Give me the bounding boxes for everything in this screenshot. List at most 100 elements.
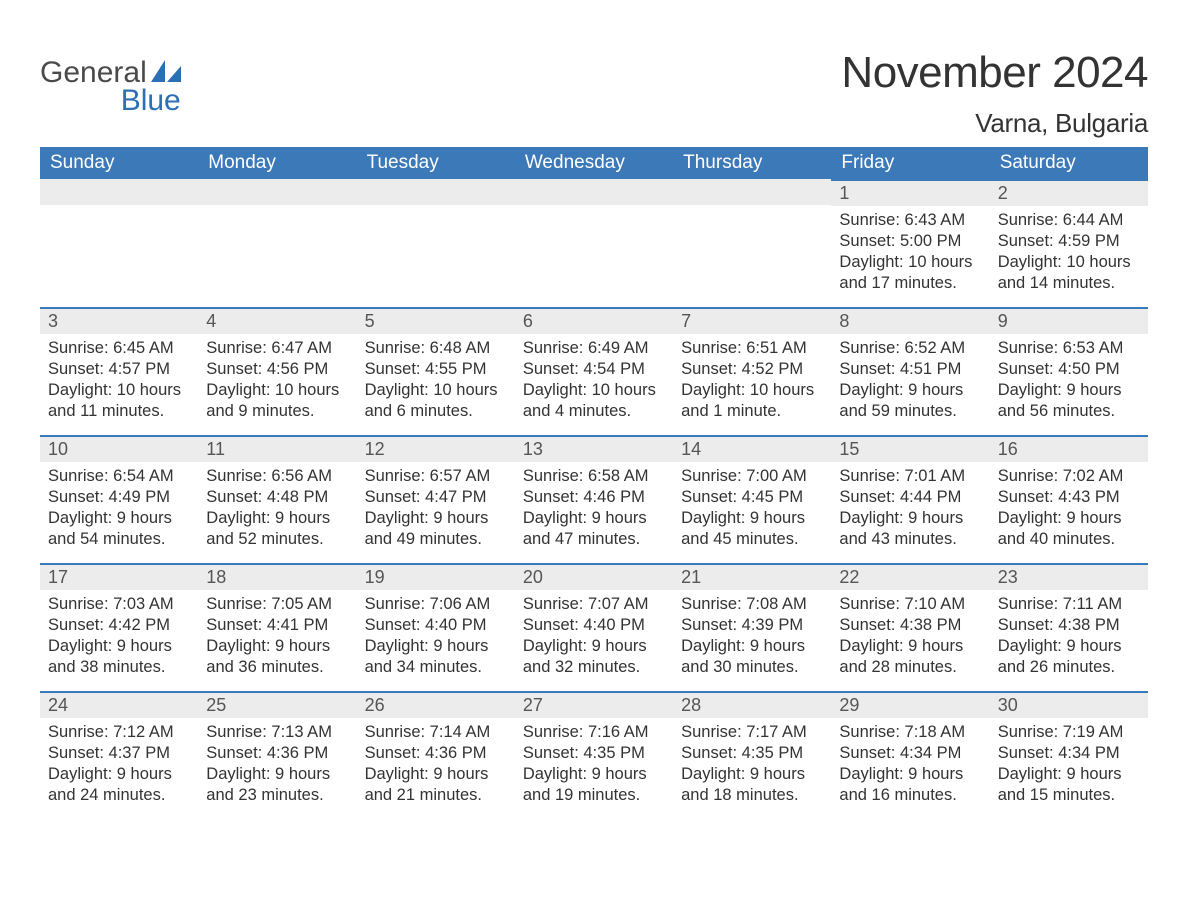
day-cell: 24Sunrise: 7:12 AMSunset: 4:37 PMDayligh… [40, 691, 198, 819]
weekday-header: Saturday [990, 147, 1148, 179]
sunrise-text: Sunrise: 7:19 AM [998, 722, 1140, 743]
day-number: 9 [990, 307, 1148, 334]
sunrise-text: Sunrise: 7:11 AM [998, 594, 1140, 615]
day-cell: 4Sunrise: 6:47 AMSunset: 4:56 PMDaylight… [198, 307, 356, 435]
day-number: 19 [357, 563, 515, 590]
daylight-text: Daylight: 9 hours and 52 minutes. [206, 508, 348, 550]
day-number: 3 [40, 307, 198, 334]
daylight-text: Daylight: 9 hours and 43 minutes. [839, 508, 981, 550]
sunset-text: Sunset: 4:51 PM [839, 359, 981, 380]
day-number: 14 [673, 435, 831, 462]
daylight-text: Daylight: 9 hours and 23 minutes. [206, 764, 348, 806]
day-details: Sunrise: 6:49 AMSunset: 4:54 PMDaylight:… [515, 334, 673, 422]
day-details: Sunrise: 7:07 AMSunset: 4:40 PMDaylight:… [515, 590, 673, 678]
daylight-text: Daylight: 9 hours and 49 minutes. [365, 508, 507, 550]
empty-bar [515, 179, 673, 205]
day-cell: 2Sunrise: 6:44 AMSunset: 4:59 PMDaylight… [990, 179, 1148, 307]
sunset-text: Sunset: 4:35 PM [681, 743, 823, 764]
sunset-text: Sunset: 4:41 PM [206, 615, 348, 636]
daylight-text: Daylight: 9 hours and 47 minutes. [523, 508, 665, 550]
day-cell: 7Sunrise: 6:51 AMSunset: 4:52 PMDaylight… [673, 307, 831, 435]
sunrise-text: Sunrise: 7:13 AM [206, 722, 348, 743]
sunrise-text: Sunrise: 6:52 AM [839, 338, 981, 359]
day-cell: 25Sunrise: 7:13 AMSunset: 4:36 PMDayligh… [198, 691, 356, 819]
sunset-text: Sunset: 4:56 PM [206, 359, 348, 380]
daylight-text: Daylight: 9 hours and 21 minutes. [365, 764, 507, 806]
sunset-text: Sunset: 4:34 PM [998, 743, 1140, 764]
sunrise-text: Sunrise: 6:56 AM [206, 466, 348, 487]
daylight-text: Daylight: 9 hours and 38 minutes. [48, 636, 190, 678]
sunrise-text: Sunrise: 6:44 AM [998, 210, 1140, 231]
day-details: Sunrise: 6:57 AMSunset: 4:47 PMDaylight:… [357, 462, 515, 550]
day-cell: 8Sunrise: 6:52 AMSunset: 4:51 PMDaylight… [831, 307, 989, 435]
weekday-header: Thursday [673, 147, 831, 179]
sunset-text: Sunset: 4:38 PM [839, 615, 981, 636]
daylight-text: Daylight: 10 hours and 4 minutes. [523, 380, 665, 422]
sunset-text: Sunset: 4:36 PM [206, 743, 348, 764]
day-details: Sunrise: 7:03 AMSunset: 4:42 PMDaylight:… [40, 590, 198, 678]
day-number: 6 [515, 307, 673, 334]
sunset-text: Sunset: 4:42 PM [48, 615, 190, 636]
day-number: 16 [990, 435, 1148, 462]
day-number: 24 [40, 691, 198, 718]
day-details: Sunrise: 7:11 AMSunset: 4:38 PMDaylight:… [990, 590, 1148, 678]
empty-cell [673, 179, 831, 307]
day-details: Sunrise: 7:19 AMSunset: 4:34 PMDaylight:… [990, 718, 1148, 806]
empty-bar [198, 179, 356, 205]
day-details: Sunrise: 6:44 AMSunset: 4:59 PMDaylight:… [990, 206, 1148, 294]
sunrise-text: Sunrise: 6:58 AM [523, 466, 665, 487]
sunset-text: Sunset: 5:00 PM [839, 231, 981, 252]
daylight-text: Daylight: 10 hours and 1 minute. [681, 380, 823, 422]
sunset-text: Sunset: 4:36 PM [365, 743, 507, 764]
title-block: November 2024 Varna, Bulgaria [841, 48, 1148, 139]
sunrise-text: Sunrise: 7:05 AM [206, 594, 348, 615]
sunset-text: Sunset: 4:52 PM [681, 359, 823, 380]
brand-word2: Blue [40, 86, 181, 116]
empty-cell [357, 179, 515, 307]
calendar-table: SundayMondayTuesdayWednesdayThursdayFrid… [40, 147, 1148, 819]
day-cell: 23Sunrise: 7:11 AMSunset: 4:38 PMDayligh… [990, 563, 1148, 691]
day-number: 2 [990, 179, 1148, 206]
day-details: Sunrise: 7:13 AMSunset: 4:36 PMDaylight:… [198, 718, 356, 806]
daylight-text: Daylight: 10 hours and 9 minutes. [206, 380, 348, 422]
day-number: 4 [198, 307, 356, 334]
day-details: Sunrise: 7:12 AMSunset: 4:37 PMDaylight:… [40, 718, 198, 806]
location: Varna, Bulgaria [841, 108, 1148, 139]
empty-cell [40, 179, 198, 307]
daylight-text: Daylight: 9 hours and 16 minutes. [839, 764, 981, 806]
day-number: 28 [673, 691, 831, 718]
sunrise-text: Sunrise: 6:57 AM [365, 466, 507, 487]
weekday-header-row: SundayMondayTuesdayWednesdayThursdayFrid… [40, 147, 1148, 179]
weekday-header: Tuesday [357, 147, 515, 179]
day-details: Sunrise: 7:00 AMSunset: 4:45 PMDaylight:… [673, 462, 831, 550]
brand-logo: General Blue [40, 58, 181, 116]
sunrise-text: Sunrise: 7:17 AM [681, 722, 823, 743]
day-details: Sunrise: 6:53 AMSunset: 4:50 PMDaylight:… [990, 334, 1148, 422]
daylight-text: Daylight: 9 hours and 36 minutes. [206, 636, 348, 678]
sunset-text: Sunset: 4:50 PM [998, 359, 1140, 380]
sunrise-text: Sunrise: 7:08 AM [681, 594, 823, 615]
sunset-text: Sunset: 4:48 PM [206, 487, 348, 508]
day-cell: 26Sunrise: 7:14 AMSunset: 4:36 PMDayligh… [357, 691, 515, 819]
day-details: Sunrise: 6:58 AMSunset: 4:46 PMDaylight:… [515, 462, 673, 550]
day-cell: 19Sunrise: 7:06 AMSunset: 4:40 PMDayligh… [357, 563, 515, 691]
day-cell: 12Sunrise: 6:57 AMSunset: 4:47 PMDayligh… [357, 435, 515, 563]
daylight-text: Daylight: 9 hours and 45 minutes. [681, 508, 823, 550]
day-cell: 20Sunrise: 7:07 AMSunset: 4:40 PMDayligh… [515, 563, 673, 691]
day-cell: 5Sunrise: 6:48 AMSunset: 4:55 PMDaylight… [357, 307, 515, 435]
daylight-text: Daylight: 9 hours and 40 minutes. [998, 508, 1140, 550]
day-details: Sunrise: 6:52 AMSunset: 4:51 PMDaylight:… [831, 334, 989, 422]
empty-bar [357, 179, 515, 205]
day-cell: 17Sunrise: 7:03 AMSunset: 4:42 PMDayligh… [40, 563, 198, 691]
sunrise-text: Sunrise: 6:45 AM [48, 338, 190, 359]
sunset-text: Sunset: 4:37 PM [48, 743, 190, 764]
sunset-text: Sunset: 4:45 PM [681, 487, 823, 508]
weekday-header: Monday [198, 147, 356, 179]
sunset-text: Sunset: 4:35 PM [523, 743, 665, 764]
header: General Blue November 2024 Varna, Bulgar… [40, 48, 1148, 139]
day-cell: 6Sunrise: 6:49 AMSunset: 4:54 PMDaylight… [515, 307, 673, 435]
sunrise-text: Sunrise: 6:54 AM [48, 466, 190, 487]
sunset-text: Sunset: 4:47 PM [365, 487, 507, 508]
daylight-text: Daylight: 10 hours and 14 minutes. [998, 252, 1140, 294]
daylight-text: Daylight: 9 hours and 15 minutes. [998, 764, 1140, 806]
